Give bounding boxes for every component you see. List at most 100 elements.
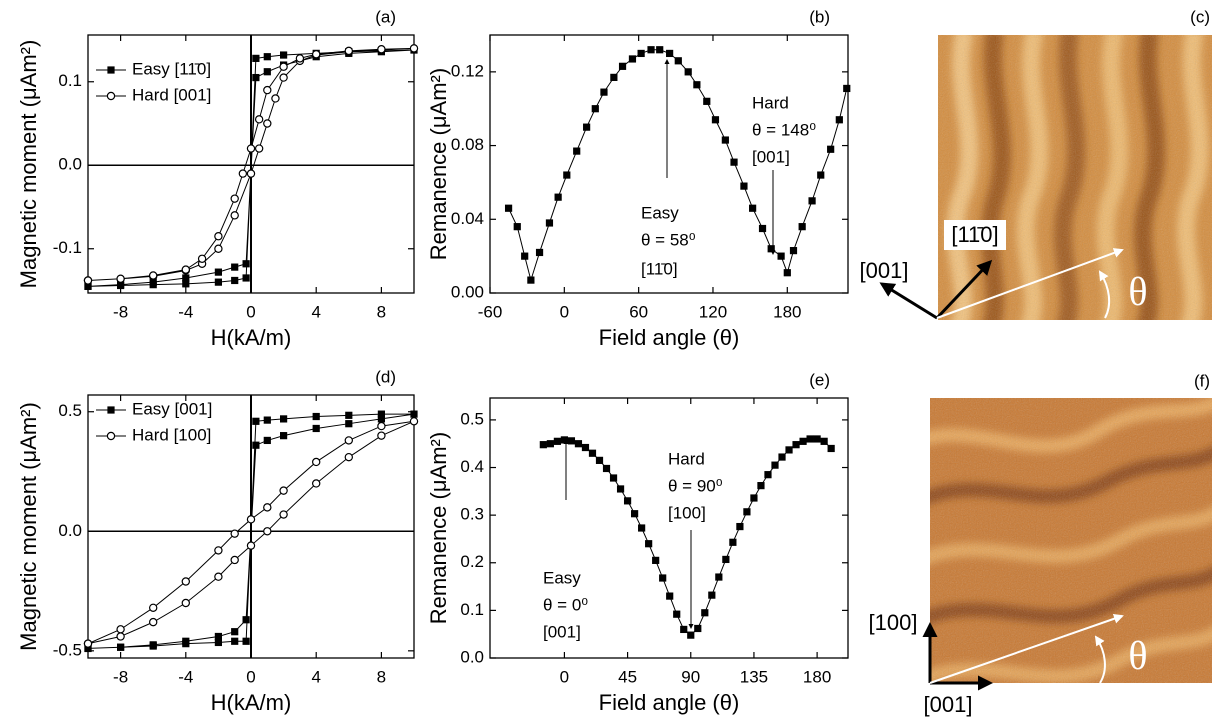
data-point	[214, 632, 222, 641]
data-point	[527, 276, 535, 284]
data-point	[567, 437, 576, 445]
data-point	[409, 44, 419, 53]
data-point	[666, 592, 674, 600]
y-axis-label: Remanence (μAm²)	[426, 68, 451, 260]
data-point	[148, 271, 158, 280]
legend-marker	[107, 406, 115, 414]
x-axis-label: H(kA/m)	[211, 325, 292, 350]
data-point	[263, 53, 271, 61]
x-tick-label: -4	[178, 667, 193, 686]
data-point	[242, 637, 250, 645]
data-point	[149, 642, 157, 650]
data-point	[637, 49, 645, 58]
plot-frame	[87, 34, 415, 294]
x-tick-label: 4	[311, 667, 320, 686]
data-point	[798, 223, 806, 231]
data-point	[214, 268, 222, 276]
direction-label: [001]	[924, 692, 973, 717]
legend-label: Hard [100]	[132, 425, 211, 444]
plot-frame	[489, 34, 849, 294]
data-point	[254, 115, 264, 124]
data-point	[263, 503, 272, 512]
data-point	[703, 97, 711, 105]
data-point	[230, 211, 239, 220]
data-point	[263, 85, 272, 95]
x-tick-label: 0	[246, 302, 255, 321]
data-point	[513, 223, 521, 231]
data-point	[116, 632, 125, 641]
data-point	[539, 441, 547, 449]
data-point	[271, 94, 280, 103]
data-point	[312, 424, 320, 433]
data-point	[344, 436, 353, 445]
data-point	[764, 471, 772, 479]
data-point	[693, 81, 701, 89]
annotation: [11̄0]	[641, 259, 678, 278]
data-point	[214, 244, 223, 253]
data-point	[242, 616, 250, 624]
data-point	[553, 437, 561, 445]
x-tick-label: -8	[113, 302, 128, 321]
data-point	[673, 610, 681, 618]
data-point	[242, 260, 250, 268]
data-point	[263, 527, 272, 536]
data-point	[252, 73, 260, 82]
data-point	[377, 410, 385, 418]
data-point	[344, 46, 353, 56]
data-point	[182, 274, 190, 282]
data-point	[535, 248, 544, 257]
data-point	[715, 573, 723, 581]
data-point	[182, 640, 190, 648]
y-tick-label: 0.5	[58, 401, 82, 420]
x-tick-label: -60	[478, 302, 503, 321]
data-point	[767, 245, 775, 253]
data-point	[377, 431, 386, 440]
panel-label: (c)	[1190, 7, 1210, 26]
x-tick-label: 0	[560, 302, 569, 321]
legend-marker	[106, 431, 116, 441]
data-point	[623, 497, 632, 505]
data-point	[182, 280, 190, 288]
annotation: Easy	[543, 568, 581, 587]
data-point	[563, 171, 571, 179]
data-point	[181, 598, 190, 608]
data-point	[345, 420, 353, 428]
data-point	[729, 538, 737, 546]
annotation: θ = 0⁰	[543, 595, 588, 614]
y-axis-label: Magnetic moment (μAm²)	[16, 40, 41, 289]
data-point	[743, 508, 751, 516]
data-point	[583, 123, 591, 131]
data-point	[609, 474, 618, 482]
data-point	[588, 449, 597, 457]
data-point	[799, 437, 807, 445]
data-point	[792, 441, 800, 449]
angle-label: θ	[1128, 633, 1147, 678]
data-point	[279, 510, 288, 519]
data-point	[252, 417, 260, 425]
data-point	[750, 494, 758, 502]
y-tick-label: 0.0	[58, 155, 82, 174]
data-point	[554, 193, 562, 201]
x-axis-label: Field angle (θ)	[599, 325, 740, 350]
data-point	[312, 457, 321, 467]
data-point	[116, 625, 125, 634]
data-point	[708, 591, 716, 599]
data-point	[246, 541, 256, 550]
data-point	[214, 546, 223, 555]
y-tick-label: 0.1	[460, 600, 484, 619]
annotation: Hard	[668, 449, 705, 468]
data-point	[616, 485, 625, 493]
data-point	[777, 252, 785, 260]
x-tick-label: 180	[803, 667, 831, 686]
panel-label: (f)	[1194, 371, 1210, 390]
legend-marker	[106, 91, 116, 101]
data-point	[783, 269, 791, 277]
data-point	[377, 415, 385, 423]
annotation: [001]	[543, 622, 581, 641]
data-point	[238, 169, 248, 178]
x-tick-label: -8	[113, 667, 128, 686]
y-tick-label: 0.1	[58, 71, 82, 90]
data-point	[740, 182, 748, 190]
x-tick-label: 8	[377, 667, 386, 686]
data-point	[758, 224, 767, 233]
